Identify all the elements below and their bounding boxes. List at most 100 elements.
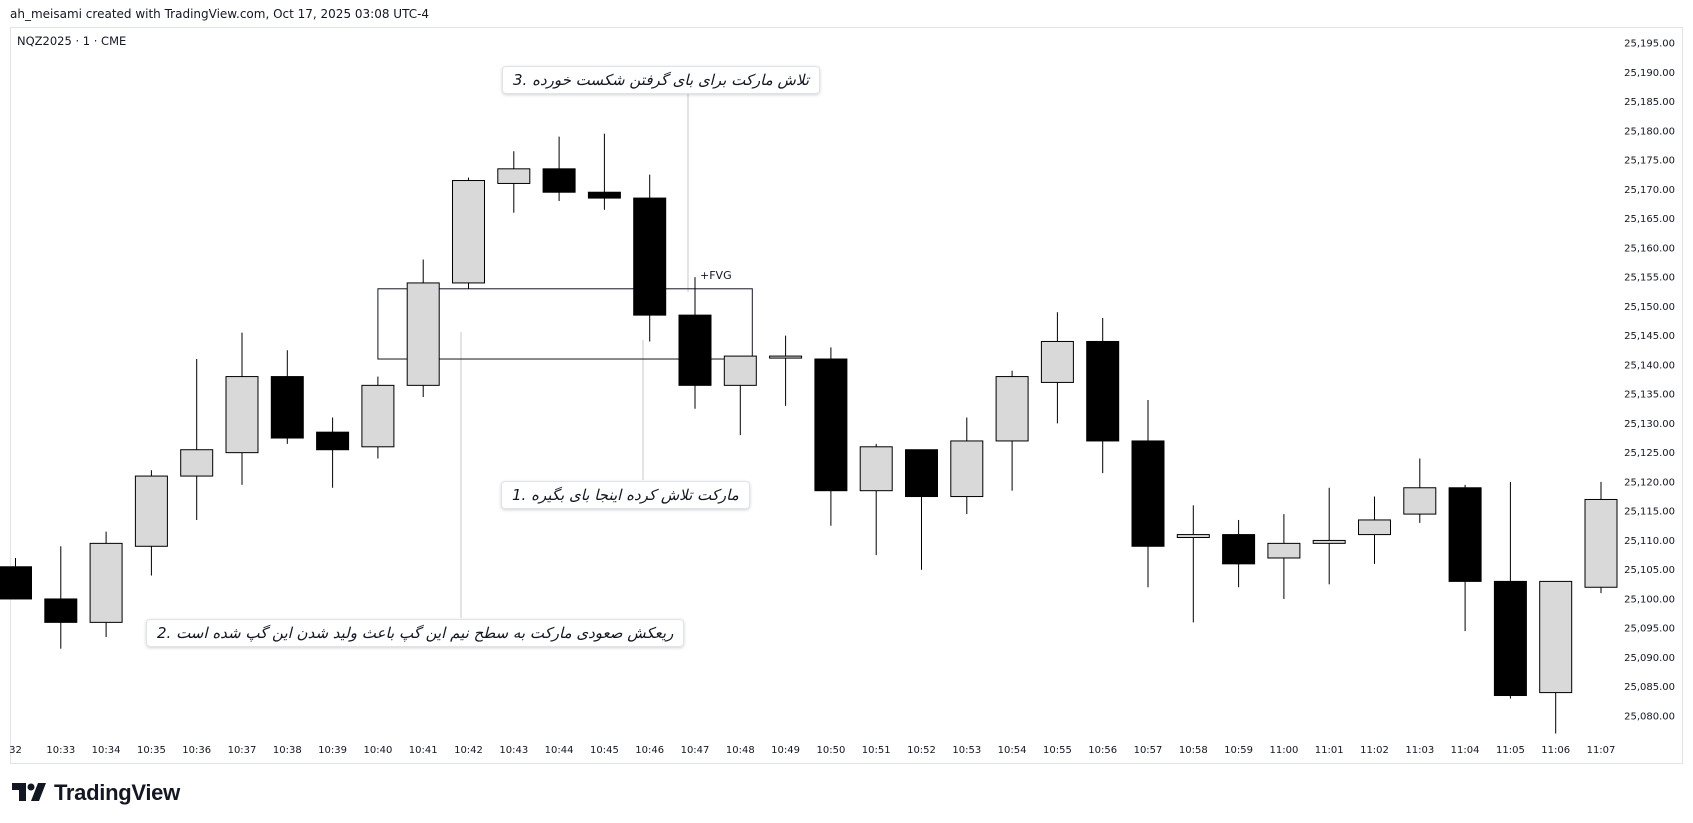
- note-1[interactable]: مارکت تلاش کرده اینجا بای بگیره .1: [501, 481, 750, 509]
- candle[interactable]: [814, 347, 848, 526]
- candle-body: [452, 180, 485, 284]
- time-tick-label: 11:05: [1496, 745, 1525, 756]
- candle-body: [270, 376, 304, 439]
- price-tick-label: 25,090.00: [1624, 653, 1675, 664]
- time-tick-label: 10:39: [318, 745, 347, 756]
- price-tick-label: 25,125.00: [1624, 448, 1675, 459]
- candle-body: [678, 314, 712, 386]
- time-tick-label: 10:41: [409, 745, 438, 756]
- candle[interactable]: [995, 370, 1029, 491]
- candle-body: [1448, 487, 1482, 582]
- time-tick-label: 11:02: [1360, 745, 1389, 756]
- candle[interactable]: [1584, 481, 1618, 594]
- time-tick-label: 10:48: [726, 745, 755, 756]
- price-tick-label: 25,095.00: [1624, 624, 1675, 635]
- time-tick-label: 11:01: [1315, 745, 1344, 756]
- candle[interactable]: [180, 359, 214, 520]
- price-tick-label: 25,185.00: [1624, 97, 1675, 108]
- time-tick-label: 10:51: [862, 745, 891, 756]
- candle[interactable]: [1448, 484, 1482, 632]
- candle[interactable]: [633, 174, 667, 342]
- time-tick-label: 10:58: [1179, 745, 1208, 756]
- fvg-rectangle[interactable]: [377, 288, 753, 360]
- candle[interactable]: [0, 557, 32, 600]
- candle[interactable]: [316, 417, 350, 488]
- candle-body: [542, 168, 576, 193]
- candle[interactable]: [1176, 505, 1210, 623]
- price-tick-label: 25,190.00: [1624, 68, 1675, 79]
- candle[interactable]: [134, 470, 168, 576]
- price-tick-label: 25,155.00: [1624, 273, 1675, 284]
- candle[interactable]: [89, 531, 123, 637]
- time-tick-label: 10:35: [137, 745, 166, 756]
- chart-credit: ah_meisami created with TradingView.com,…: [10, 7, 430, 21]
- time-tick-label: 11:00: [1269, 745, 1298, 756]
- candle[interactable]: [1493, 481, 1527, 699]
- tradingview-logo[interactable]: TradingView: [12, 780, 180, 806]
- candle-body: [1584, 498, 1618, 588]
- price-tick-label: 25,195.00: [1624, 39, 1675, 50]
- candle[interactable]: [905, 449, 938, 570]
- time-tick-label: 10:36: [182, 745, 211, 756]
- price-tick-label: 25,100.00: [1624, 594, 1675, 605]
- candle[interactable]: [361, 376, 395, 459]
- symbol-legend[interactable]: NQZ2025 · 1 · CME: [17, 34, 127, 48]
- candle[interactable]: [270, 350, 304, 444]
- candle-body: [316, 431, 350, 451]
- candle[interactable]: [225, 332, 259, 485]
- candle[interactable]: [1086, 318, 1120, 474]
- candle[interactable]: [497, 151, 531, 213]
- time-tick-label: 10:52: [907, 745, 936, 756]
- candle-body: [44, 598, 78, 623]
- price-tick-label: 25,135.00: [1624, 390, 1675, 401]
- time-tick-label: 10:40: [363, 745, 392, 756]
- time-tick-label: 10:45: [590, 745, 619, 756]
- time-tick-label: 10:46: [635, 745, 664, 756]
- candle[interactable]: [406, 259, 440, 398]
- price-tick-label: 25,145.00: [1624, 331, 1675, 342]
- candle[interactable]: [1358, 496, 1391, 564]
- time-tick-label: 11:04: [1451, 745, 1480, 756]
- candle[interactable]: [1539, 580, 1573, 734]
- price-tick-label: 25,130.00: [1624, 419, 1675, 430]
- candle-body: [1358, 519, 1391, 536]
- candle-body: [1403, 487, 1437, 515]
- time-tick-label: 10:53: [952, 745, 981, 756]
- candle[interactable]: [769, 335, 803, 406]
- candle-body: [497, 168, 531, 184]
- candle[interactable]: [1040, 312, 1074, 424]
- candle[interactable]: [1267, 514, 1301, 599]
- time-tick-label: 10:38: [273, 745, 302, 756]
- candle[interactable]: [542, 136, 576, 202]
- time-tick-label: 11:06: [1541, 745, 1570, 756]
- candle-body: [723, 355, 757, 386]
- candle[interactable]: [1312, 487, 1346, 585]
- candle[interactable]: [44, 546, 78, 649]
- candle-body: [905, 449, 938, 498]
- candle[interactable]: [859, 443, 893, 556]
- note-2[interactable]: ریعکش صعودی مارکت به سطح نیم این گپ باعث…: [146, 619, 685, 647]
- price-tick-label: 25,165.00: [1624, 214, 1675, 225]
- candle-body: [769, 355, 803, 359]
- price-tick-label: 25,160.00: [1624, 243, 1675, 254]
- time-tick-label: 11:03: [1405, 745, 1434, 756]
- candle-body: [1086, 340, 1120, 442]
- time-tick-label: 10:57: [1134, 745, 1163, 756]
- candle-body: [180, 449, 214, 477]
- candle[interactable]: [1131, 399, 1165, 588]
- candle[interactable]: [452, 177, 485, 289]
- price-tick-label: 25,120.00: [1624, 477, 1675, 488]
- candle[interactable]: [587, 133, 621, 210]
- candle-body: [134, 475, 168, 547]
- chart-frame[interactable]: [10, 27, 1683, 764]
- candle-body: [1493, 580, 1527, 697]
- candle[interactable]: [1222, 519, 1256, 588]
- candle[interactable]: [678, 277, 712, 409]
- time-tick-label: 10:47: [681, 745, 710, 756]
- time-tick-label: 10:34: [92, 745, 121, 756]
- candle[interactable]: [1403, 458, 1437, 523]
- note-3[interactable]: تلاش مارکت برای بای گرفتن شکست خورده .3: [502, 66, 820, 94]
- candle[interactable]: [950, 417, 984, 515]
- candle[interactable]: [723, 355, 757, 436]
